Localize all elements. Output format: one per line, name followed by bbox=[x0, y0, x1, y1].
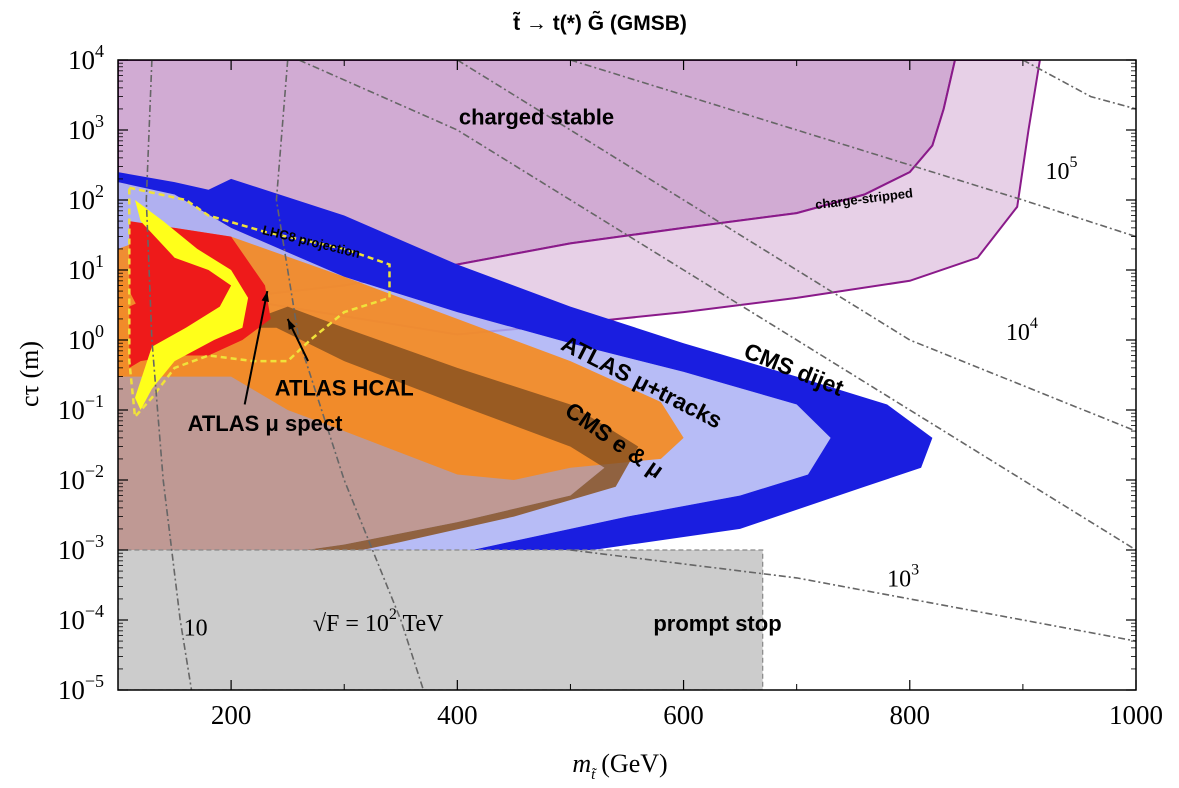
y-tick-label: 100 bbox=[68, 321, 104, 355]
contour-label: 105 bbox=[1046, 154, 1078, 185]
annotation-atlas-hcal: ATLAS HCAL bbox=[275, 376, 414, 401]
x-tick-label: 400 bbox=[437, 700, 478, 730]
region-charge-stripped bbox=[118, 60, 1041, 336]
contour-10-2-tev bbox=[275, 60, 425, 690]
contour-10-3 bbox=[570, 60, 1136, 238]
contour-low bbox=[570, 549, 1136, 642]
region-prompt-stop bbox=[118, 549, 764, 690]
y-tick-label: 10−2 bbox=[58, 461, 104, 495]
y-axis-label: cτ (m) bbox=[15, 341, 44, 407]
x-tick-label: 600 bbox=[663, 700, 704, 730]
y-tick-label: 101 bbox=[68, 251, 104, 285]
plot-frame bbox=[117, 59, 1137, 691]
chart-title: t̃ → t(*) G̃ (GMSB) bbox=[513, 11, 687, 35]
region-cms-dijet bbox=[118, 172, 933, 627]
annotation-atlas-spect: ATLAS μ spect bbox=[188, 411, 344, 436]
arrow-atlas-hcal-head bbox=[287, 318, 296, 330]
x-tick-label: 1000 bbox=[1109, 700, 1163, 730]
region-atlas-hcal bbox=[129, 221, 271, 368]
y-tick-label: 10−1 bbox=[58, 391, 104, 425]
sqrtF-label: √F = 102 TeV bbox=[313, 606, 444, 637]
y-tick-label: 102 bbox=[68, 181, 104, 215]
x-axis-label: mt̃ (GeV) bbox=[572, 749, 667, 783]
contour-10 bbox=[145, 60, 193, 690]
arrow-atlas-mu-spect bbox=[243, 290, 269, 405]
annotation-charged-stable: charged stable bbox=[459, 104, 614, 129]
x-axis: 200 400 600 800 1000 bbox=[117, 60, 1163, 730]
y-tick-label: 104 bbox=[68, 41, 104, 75]
contour-extra bbox=[298, 60, 1136, 551]
y-tick-label: 103 bbox=[68, 111, 104, 145]
x-tick-label: 200 bbox=[211, 700, 252, 730]
region-cms-e bbox=[140, 306, 639, 587]
contour-label: 103 bbox=[887, 562, 919, 593]
arrow-atlas-mu-spect-head bbox=[261, 291, 269, 302]
region-atlas-spect bbox=[135, 200, 249, 410]
region-lhc8-projection bbox=[128, 186, 391, 420]
x-tick-label: 800 bbox=[890, 700, 931, 730]
y-tick-label: 10−3 bbox=[58, 531, 104, 565]
svg-text:mt̃(GeV): mt̃ (GeV) bbox=[572, 749, 667, 783]
y-tick-label: 10−4 bbox=[58, 601, 104, 635]
annotation-prompt-stop: prompt stop bbox=[653, 611, 781, 636]
y-tick-label: 10−5 bbox=[58, 671, 104, 705]
y-axis: 10−5 10−4 10−3 10−2 10−1 100 101 102 103 104 bbox=[58, 41, 1136, 705]
contour-label: 104 bbox=[1006, 315, 1038, 346]
contour-10-5 bbox=[1022, 60, 1136, 110]
contour-label: 10 bbox=[184, 616, 208, 642]
